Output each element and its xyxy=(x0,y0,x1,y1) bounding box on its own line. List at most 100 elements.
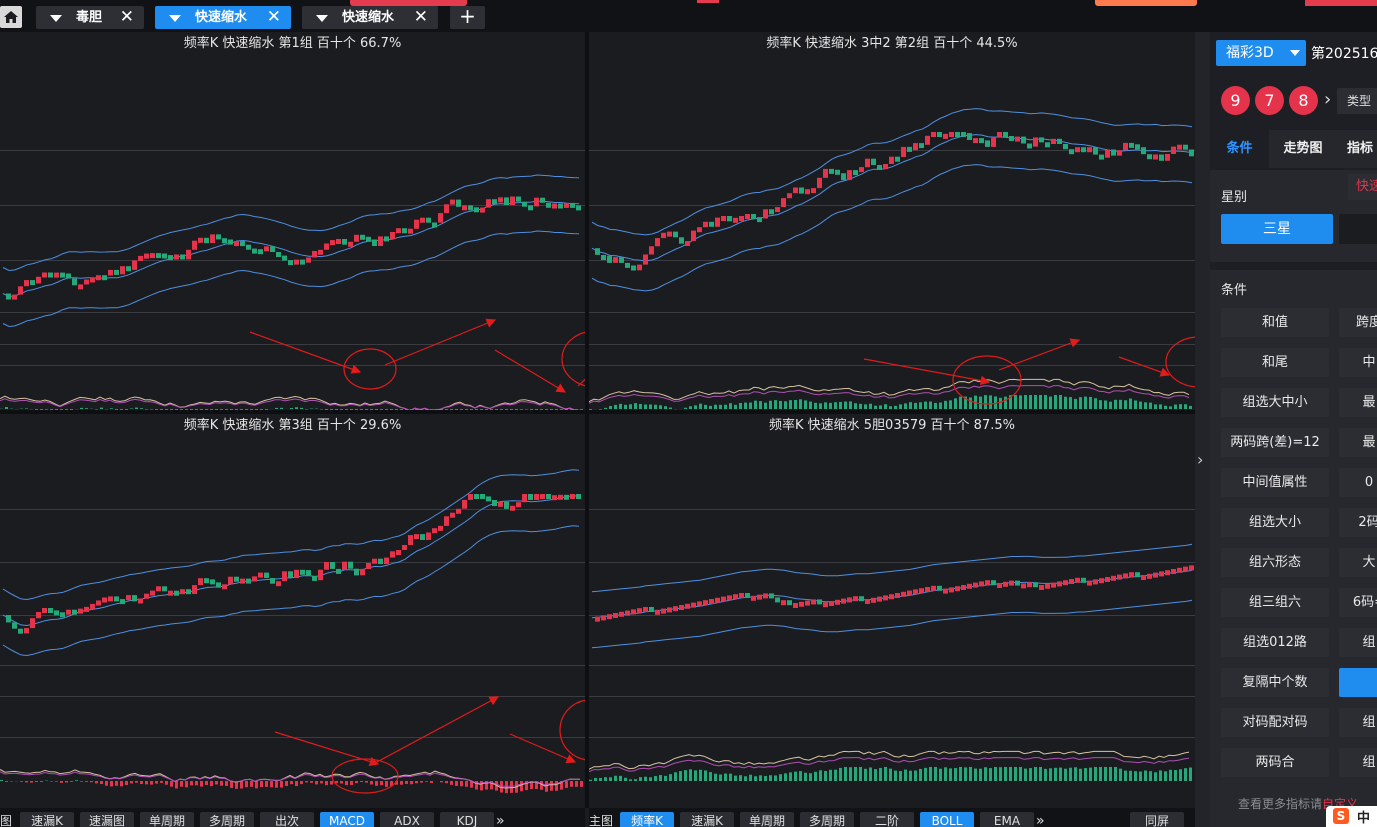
macd-bar xyxy=(80,781,83,782)
btn-boll[interactable]: BOLL xyxy=(920,812,974,827)
kline-candle xyxy=(42,608,47,613)
chevron-right-icon[interactable]: › xyxy=(1324,89,1332,110)
btn-danzhouqi[interactable]: 单周期 xyxy=(140,812,194,827)
close-icon[interactable]: ✕ xyxy=(119,7,134,27)
login-button[interactable] xyxy=(1305,0,1377,6)
type-button[interactable]: 类型 xyxy=(1337,88,1377,114)
tab-indicator[interactable]: 指标 xyxy=(1346,141,1373,156)
indicator-label[interactable]: 图 xyxy=(0,814,13,827)
macd-bar xyxy=(1174,770,1177,781)
condition-button[interactable]: 组六形态 xyxy=(1221,548,1329,577)
condition-button[interactable]: 两码合 xyxy=(1221,748,1329,777)
panel-divider[interactable] xyxy=(585,32,589,808)
condition-button[interactable]: 中间值属性 xyxy=(1221,468,1329,497)
annotation-arrow xyxy=(998,338,1081,371)
chevron-right-icon[interactable]: › xyxy=(1197,450,1204,469)
kline-candle xyxy=(42,272,47,278)
plus-icon[interactable]: + xyxy=(450,6,485,29)
macd-bar xyxy=(35,781,38,783)
macd-bar xyxy=(140,408,143,409)
macd-bar xyxy=(1119,399,1122,409)
macd-bar xyxy=(155,409,158,410)
macd-bar xyxy=(1039,395,1042,409)
condition-button[interactable]: 大 xyxy=(1339,548,1377,577)
btn-danzhouqi[interactable]: 单周期 xyxy=(740,812,794,827)
tab-label: 快速缩水 xyxy=(342,10,395,25)
more-chevron-icon[interactable]: » xyxy=(1036,813,1045,827)
lottery-select[interactable]: 福彩3D xyxy=(1216,40,1306,66)
kline-chart[interactable] xyxy=(0,414,585,808)
condition-button[interactable]: 组三组六 xyxy=(1221,588,1329,617)
more-chevron-icon[interactable]: » xyxy=(496,813,505,827)
sogou-ime-bar[interactable]: S 中 xyxy=(1326,806,1377,827)
btn-sulou-tu[interactable]: 速漏图 xyxy=(80,812,134,827)
btn-chuci[interactable]: 出次 xyxy=(260,812,314,827)
condition-button[interactable]: 组 xyxy=(1339,708,1377,737)
panel-divider[interactable] xyxy=(0,410,1195,414)
condition-button[interactable]: 和尾 xyxy=(1221,348,1329,377)
condition-button[interactable]: 最 xyxy=(1339,388,1377,417)
kline-chart[interactable] xyxy=(589,32,1195,410)
macd-bar xyxy=(994,767,997,781)
btn-sulou-k[interactable]: 速漏K xyxy=(680,812,734,827)
kline-candle xyxy=(276,581,281,587)
macd-bar xyxy=(570,409,573,410)
macd-bar xyxy=(694,405,697,409)
macd-bar xyxy=(684,770,687,781)
condition-button[interactable]: 复隔中个数 xyxy=(1221,668,1329,697)
condition-button[interactable] xyxy=(1339,668,1377,697)
macd-bar xyxy=(530,409,533,410)
fast-button[interactable]: 快速 xyxy=(1348,174,1377,200)
chart-panel-4[interactable]: 频率K 快速缩水 5胆03579 百十个 87.5% xyxy=(589,414,1195,808)
condition-button[interactable]: 组 xyxy=(1339,628,1377,657)
condition-button[interactable]: 6码= xyxy=(1339,588,1377,617)
kline-chart[interactable] xyxy=(0,32,585,410)
condition-button[interactable]: 两码跨(差)=12 xyxy=(1221,428,1329,457)
condition-button[interactable]: 2码 xyxy=(1339,508,1377,537)
home-icon[interactable] xyxy=(0,6,22,28)
condition-button[interactable]: 对码配对码 xyxy=(1221,708,1329,737)
condition-button[interactable]: 组选012路 xyxy=(1221,628,1329,657)
chart-panel-3[interactable]: 频率K 快速缩水 第3组 百十个 29.6% xyxy=(0,414,585,808)
kline-candle xyxy=(84,606,89,612)
close-icon[interactable]: ✕ xyxy=(413,7,428,27)
tab-kuaisu-suoshui[interactable]: 快速缩水 ✕ xyxy=(302,6,438,29)
condition-button[interactable]: 0 xyxy=(1339,468,1377,497)
btn-pinlv-k[interactable]: 频率K xyxy=(620,812,674,827)
macd-bar xyxy=(350,781,353,785)
condition-button[interactable]: 跨度 xyxy=(1339,308,1377,337)
kline-candle xyxy=(733,594,738,600)
btn-macd[interactable]: MACD xyxy=(320,812,374,827)
btn-erjie[interactable]: 二阶 xyxy=(860,812,914,827)
star-option-three[interactable]: 三星 xyxy=(1221,214,1333,244)
macd-bar xyxy=(315,781,318,785)
promo-banner[interactable] xyxy=(350,0,467,6)
condition-button[interactable]: 最 xyxy=(1339,428,1377,457)
tab-dudan[interactable]: 毒胆 ✕ xyxy=(36,6,144,29)
star-option-other[interactable] xyxy=(1339,214,1377,244)
kline-candle xyxy=(474,494,479,499)
close-icon[interactable]: ✕ xyxy=(266,7,281,27)
kline-chart[interactable] xyxy=(589,414,1195,808)
chart-panel-2[interactable]: 频率K 快速缩水 3中2 第2组 百十个 44.5% xyxy=(589,32,1195,410)
condition-button[interactable]: 组选大中小 xyxy=(1221,388,1329,417)
tab-conditions[interactable]: 条件 xyxy=(1210,130,1269,168)
kline-candle xyxy=(871,158,876,165)
condition-button[interactable]: 组选大小 xyxy=(1221,508,1329,537)
condition-button[interactable]: 组 xyxy=(1339,748,1377,777)
promo-button[interactable] xyxy=(1095,0,1197,6)
macd-bar xyxy=(1184,768,1187,781)
condition-button[interactable]: 和值 xyxy=(1221,308,1329,337)
chart-panel-1[interactable]: 频率K 快速缩水 第1组 百十个 66.7% xyxy=(0,32,585,410)
btn-ema[interactable]: EMA xyxy=(980,812,1034,827)
tab-kuaisu-suoshui-active[interactable]: 快速缩水 ✕ xyxy=(155,6,291,29)
tab-trend[interactable]: 走势图 xyxy=(1283,141,1323,156)
btn-duozhouqi[interactable]: 多周期 xyxy=(200,812,254,827)
btn-sulou-k[interactable]: 速漏K xyxy=(20,812,74,827)
btn-kdj[interactable]: KDJ xyxy=(440,812,494,827)
panel-collapse-handle[interactable]: › xyxy=(1195,32,1210,827)
condition-button[interactable]: 中 xyxy=(1339,348,1377,377)
btn-adx[interactable]: ADX xyxy=(380,812,434,827)
btn-fullscreen[interactable]: 同屏 xyxy=(1130,812,1184,827)
btn-duozhouqi[interactable]: 多周期 xyxy=(800,812,854,827)
